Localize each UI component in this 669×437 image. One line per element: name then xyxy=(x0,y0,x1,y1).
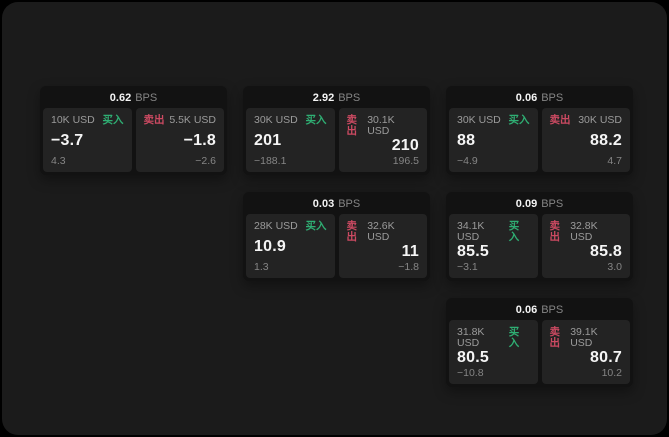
sell-label: 卖出 xyxy=(346,220,358,243)
sell-tile[interactable]: 卖出 32.8K USD 85.8 3.0 xyxy=(541,214,630,278)
buy-price: 88 xyxy=(457,131,476,149)
buy-label: 买入 xyxy=(508,326,520,349)
buy-label: 买入 xyxy=(508,114,530,126)
sell-delta: 3.0 xyxy=(607,260,622,273)
sell-delta: 196.5 xyxy=(392,154,419,167)
sell-label: 卖出 xyxy=(549,114,571,126)
buy-tile[interactable]: 10K USD 买入 −3.7 4.3 xyxy=(43,108,132,172)
spread-card: 0.09 BPS 34.1K USD 买入 85.5 −3.1 卖出 xyxy=(446,192,633,281)
sell-tile[interactable]: 卖出 5.5K USD −1.8 −2.6 xyxy=(135,108,224,172)
buy-price: −3.7 xyxy=(51,131,84,149)
spread-header: 0.03 BPS xyxy=(243,192,430,214)
buy-label: 买入 xyxy=(305,114,327,126)
spread-card-grid: 0.62 BPS 10K USD 买入 −3.7 4.3 卖出 xyxy=(40,86,633,387)
tile-pair: 30K USD 买入 201 −188.1 卖出 30.1K USD 210 1… xyxy=(243,108,430,175)
buy-label: 买入 xyxy=(508,220,520,243)
tile-pair: 31.8K USD 买入 80.5 −10.8 卖出 39.1K USD 80.… xyxy=(446,320,633,387)
buy-price: 80.5 xyxy=(457,348,489,366)
buy-tile[interactable]: 28K USD 买入 10.9 1.3 xyxy=(246,214,335,278)
spread-card: 0.06 BPS 31.8K USD 买入 80.5 −10.8 卖 xyxy=(446,298,633,387)
buy-size: 28K USD xyxy=(254,220,298,232)
sell-size: 30K USD xyxy=(578,114,622,126)
spread-unit-label: BPS xyxy=(135,91,158,104)
buy-price: 201 xyxy=(254,131,282,149)
spread-unit-label: BPS xyxy=(541,303,564,316)
spread-card: 0.06 BPS 30K USD 买入 88 −4.9 卖出 xyxy=(446,86,633,175)
sell-size: 30.1K USD xyxy=(367,114,395,137)
sell-price: −1.8 xyxy=(183,131,216,149)
spread-header: 0.62 BPS xyxy=(40,86,227,108)
sell-delta: −2.6 xyxy=(195,154,216,167)
buy-delta: 4.3 xyxy=(51,154,66,167)
sell-tile[interactable]: 卖出 30K USD 88.2 4.7 xyxy=(541,108,630,172)
spread-header: 0.09 BPS xyxy=(446,192,633,214)
tile-pair: 34.1K USD 买入 85.5 −3.1 卖出 32.8K USD 85.8… xyxy=(446,214,633,281)
buy-size: 34.1K USD xyxy=(457,220,485,243)
sell-label: 卖出 xyxy=(549,220,561,243)
buy-size: 31.8K USD xyxy=(457,326,485,349)
buy-tile[interactable]: 34.1K USD 买入 85.5 −3.1 xyxy=(449,214,538,278)
tile-pair: 10K USD 买入 −3.7 4.3 卖出 5.5K USD −1.8 −2.… xyxy=(40,108,227,175)
buy-delta: −3.1 xyxy=(457,260,478,273)
sell-price: 88.2 xyxy=(590,131,622,149)
spread-card: 0.62 BPS 10K USD 买入 −3.7 4.3 卖出 xyxy=(40,86,227,175)
spread-value: 0.03 xyxy=(312,197,335,210)
sell-delta: 4.7 xyxy=(607,154,622,167)
spread-header: 2.92 BPS xyxy=(243,86,430,108)
buy-label: 买入 xyxy=(305,220,327,232)
buy-tile[interactable]: 30K USD 买入 88 −4.9 xyxy=(449,108,538,172)
sell-price: 11 xyxy=(401,242,419,260)
buy-delta: −4.9 xyxy=(457,154,478,167)
spread-value: 0.62 xyxy=(109,91,132,104)
spread-header: 0.06 BPS xyxy=(446,298,633,320)
buy-price: 85.5 xyxy=(457,242,489,260)
sell-size: 32.6K USD xyxy=(367,220,395,243)
tile-pair: 28K USD 买入 10.9 1.3 卖出 32.6K USD 11 −1.8 xyxy=(243,214,430,281)
buy-delta: −10.8 xyxy=(457,366,484,379)
spread-value: 0.06 xyxy=(515,303,538,316)
spread-value: 2.92 xyxy=(312,91,335,104)
sell-tile[interactable]: 卖出 32.6K USD 11 −1.8 xyxy=(338,214,427,278)
sell-price: 85.8 xyxy=(590,242,622,260)
sell-price: 80.7 xyxy=(590,348,622,366)
buy-price: 10.9 xyxy=(254,237,286,255)
sell-label: 卖出 xyxy=(346,114,358,137)
sell-tile[interactable]: 卖出 39.1K USD 80.7 10.2 xyxy=(541,320,630,384)
spread-unit-label: BPS xyxy=(338,91,361,104)
sell-size: 39.1K USD xyxy=(570,326,598,349)
sell-delta: 10.2 xyxy=(601,366,622,379)
spread-card: 2.92 BPS 30K USD 买入 201 −188.1 卖出 xyxy=(243,86,430,175)
sell-tile[interactable]: 卖出 30.1K USD 210 196.5 xyxy=(338,108,427,172)
buy-tile[interactable]: 31.8K USD 买入 80.5 −10.8 xyxy=(449,320,538,384)
sell-label: 卖出 xyxy=(549,326,561,349)
buy-delta: −188.1 xyxy=(254,154,287,167)
spread-unit-label: BPS xyxy=(541,197,564,210)
buy-delta: 1.3 xyxy=(254,260,269,273)
buy-size: 10K USD xyxy=(51,114,95,126)
sell-size: 32.8K USD xyxy=(570,220,598,243)
sell-price: 210 xyxy=(391,136,419,154)
spread-card: 0.03 BPS 28K USD 买入 10.9 1.3 卖出 xyxy=(243,192,430,281)
buy-size: 30K USD xyxy=(457,114,501,126)
buy-size: 30K USD xyxy=(254,114,298,126)
sell-label: 卖出 xyxy=(143,114,165,126)
buy-tile[interactable]: 30K USD 买入 201 −188.1 xyxy=(246,108,335,172)
sell-size: 5.5K USD xyxy=(169,114,216,126)
spread-value: 0.06 xyxy=(515,91,538,104)
spread-unit-label: BPS xyxy=(541,91,564,104)
tile-pair: 30K USD 买入 88 −4.9 卖出 30K USD 88.2 4.7 xyxy=(446,108,633,175)
sell-delta: −1.8 xyxy=(398,260,419,273)
spread-unit-label: BPS xyxy=(338,197,361,210)
buy-label: 买入 xyxy=(102,114,124,126)
spread-value: 0.09 xyxy=(515,197,538,210)
spread-header: 0.06 BPS xyxy=(446,86,633,108)
